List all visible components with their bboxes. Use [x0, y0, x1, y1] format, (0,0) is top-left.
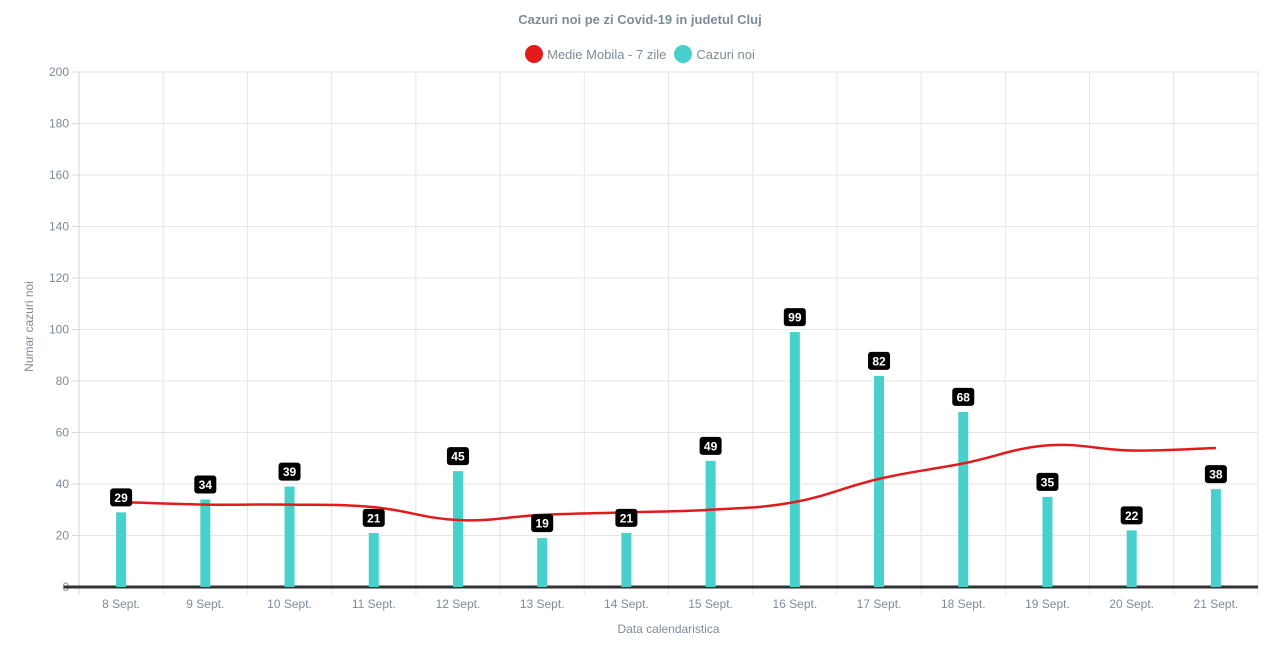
bar-data-label-text: 21	[367, 511, 381, 525]
bar-data-label-box	[1036, 472, 1059, 491]
bar-data-label: 21	[615, 508, 638, 527]
x-tick-label: 17 Sept.	[857, 597, 902, 611]
bar-data-label: 19	[531, 514, 554, 533]
bar-data-label-box	[278, 462, 301, 481]
bar-cazuri-noi	[874, 375, 885, 587]
x-tick-label: 15 Sept.	[688, 597, 733, 611]
bar-cazuri-noi	[1042, 496, 1053, 587]
bar-cazuri-noi	[200, 499, 211, 587]
bar-data-label-box	[868, 351, 891, 370]
y-tick-label: 40	[56, 477, 70, 491]
bar-data-label-box	[1120, 506, 1143, 525]
data-labels: 29 34 39 21 45 19 21 49 99 82 68 35 22 38	[110, 308, 1227, 533]
bar-data-label-box	[110, 488, 133, 507]
bar-data-label-text: 29	[114, 491, 128, 505]
moving-average-line-layer	[121, 443, 1216, 522]
bar-data-label-box	[531, 514, 554, 533]
moving-average-line	[121, 443, 1216, 522]
x-tick-label: 13 Sept.	[520, 597, 565, 611]
y-tick-label: 100	[49, 323, 69, 337]
bar-data-label: 35	[1036, 472, 1059, 491]
bar-data-label-text: 19	[535, 517, 549, 531]
legend-marker-new-cases	[674, 45, 693, 63]
bar-data-label-text: 34	[199, 478, 213, 492]
bar-data-label: 49	[699, 436, 722, 455]
bar-cazuri-noi	[284, 486, 295, 587]
bar-cazuri-noi	[116, 512, 127, 587]
bar-data-label-box	[699, 436, 722, 455]
bar-data-label-text: 39	[283, 465, 297, 479]
x-tick-label: 8 Sept.	[102, 597, 140, 611]
bar-data-label: 34	[194, 475, 217, 494]
bar-data-label-text: 99	[788, 311, 802, 325]
y-tick-label: 60	[56, 426, 70, 440]
x-tick-label: 20 Sept.	[1109, 597, 1154, 611]
legend-item-new-cases[interactable]: Cazuri noi	[674, 45, 755, 63]
bar-cazuri-noi	[452, 471, 463, 587]
bar-data-label: 99	[783, 308, 806, 327]
bar-data-label: 38	[1204, 465, 1227, 484]
legend-marker-moving-average	[525, 45, 544, 63]
y-axis-title: Numar cazuri noi	[22, 281, 36, 372]
bar-data-label-text: 22	[1125, 509, 1139, 523]
legend-label-new-cases: Cazuri noi	[696, 46, 755, 62]
bar-data-label-text: 82	[872, 354, 886, 368]
bar-cazuri-noi	[958, 411, 969, 587]
bar-data-label-box	[362, 508, 385, 527]
bar-cazuri-noi	[1126, 530, 1137, 587]
x-tick-label: 11 Sept.	[352, 597, 396, 611]
bars	[116, 332, 1221, 587]
bar-cazuri-noi	[368, 532, 379, 587]
x-tick-label: 14 Sept.	[604, 597, 649, 611]
bar-data-label: 82	[868, 351, 891, 370]
bar-data-label-box	[952, 387, 975, 406]
bar-data-label: 22	[1120, 506, 1143, 525]
bar-data-label-text: 38	[1209, 468, 1223, 482]
y-tick-label: 160	[49, 168, 69, 182]
bar-data-label-text: 68	[957, 390, 971, 404]
x-tick-label: 19 Sept.	[1025, 597, 1070, 611]
x-tick-label: 12 Sept.	[436, 597, 481, 611]
x-tick-label: 18 Sept.	[941, 597, 986, 611]
bar-data-label-text: 21	[620, 511, 634, 525]
bar-cazuri-noi	[1210, 489, 1221, 587]
bar-data-label-box	[1204, 465, 1227, 484]
axes: 0204060801001201401601802008 Sept.9 Sept…	[49, 65, 1258, 611]
legend: Medie Mobila - 7 zile Cazuri noi	[0, 45, 1280, 63]
bar-data-label-text: 35	[1041, 475, 1055, 489]
bar-cazuri-noi	[537, 538, 548, 587]
bar-data-label-text: 49	[704, 439, 718, 453]
y-tick-label: 20	[56, 529, 70, 543]
bar-data-label-box	[615, 508, 638, 527]
x-tick-label: 9 Sept.	[186, 597, 224, 611]
bar-cazuri-noi	[789, 332, 800, 587]
legend-label-moving-average: Medie Mobila - 7 zile	[547, 46, 667, 62]
y-tick-label: 120	[49, 271, 69, 285]
x-tick-label: 10 Sept.	[267, 597, 312, 611]
bar-data-label-box	[194, 475, 217, 494]
bar-cazuri-noi	[621, 532, 632, 587]
bar-cazuri-noi	[705, 460, 716, 587]
y-tick-label: 180	[49, 117, 69, 131]
x-tick-label: 21 Sept.	[1194, 597, 1239, 611]
chart-title: Cazuri noi pe zi Covid-19 in judetul Clu…	[518, 12, 762, 27]
bar-data-label-box	[783, 308, 806, 327]
x-axis-title: Data calendaristica	[617, 622, 719, 636]
y-tick-label: 140	[49, 220, 69, 234]
bar-data-label: 45	[446, 447, 469, 466]
bar-data-label: 68	[952, 387, 975, 406]
grid	[78, 71, 1259, 595]
x-tick-label: 16 Sept.	[772, 597, 817, 611]
bar-data-label-box	[446, 447, 469, 466]
bar-data-label: 21	[362, 508, 385, 527]
bar-data-label-text: 45	[451, 450, 465, 464]
y-tick-label: 200	[49, 65, 69, 79]
bar-data-label: 39	[278, 462, 301, 481]
legend-item-moving-average[interactable]: Medie Mobila - 7 zile	[525, 45, 666, 63]
y-tick-label: 80	[56, 374, 70, 388]
bar-data-label: 29	[110, 488, 133, 507]
